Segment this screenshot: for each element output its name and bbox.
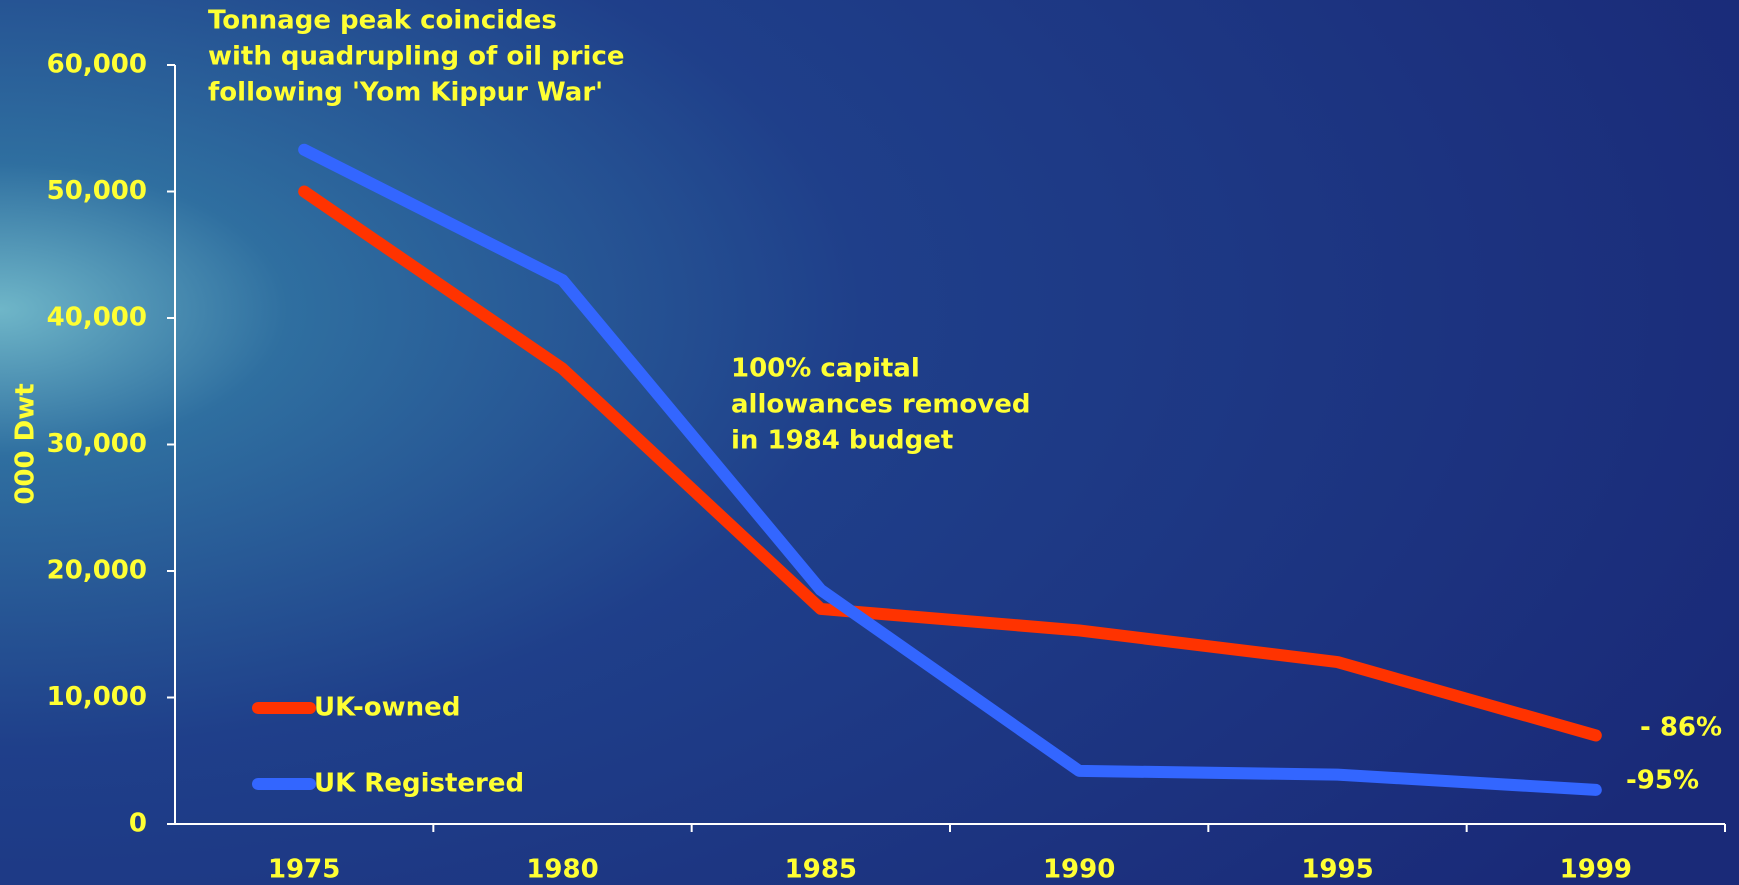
x-tick-label: 1985 <box>785 855 857 885</box>
series-line <box>298 185 1602 742</box>
legend-label: UK Registered <box>314 769 524 799</box>
y-tick-label: 10,000 <box>47 682 147 712</box>
annotation: Tonnage peak coincides <box>208 6 557 36</box>
y-axis-label: 000 Dwt <box>11 383 41 504</box>
annotation: 100% capital <box>731 354 920 384</box>
y-tick-label: 30,000 <box>47 429 147 459</box>
y-tick-label: 40,000 <box>47 303 147 333</box>
x-tick-label: 1980 <box>526 855 598 885</box>
legend-label: UK-owned <box>314 693 460 723</box>
y-tick-label: 60,000 <box>47 50 147 80</box>
x-tick-label: 1975 <box>268 855 340 885</box>
end-label: -95% <box>1626 766 1699 796</box>
y-tick-label: 20,000 <box>47 556 147 586</box>
series-line <box>298 143 1602 796</box>
end-label: - 86% <box>1640 713 1722 743</box>
x-tick-label: 1999 <box>1560 855 1632 885</box>
y-tick-label: 50,000 <box>47 176 147 206</box>
y-tick-label: 0 <box>129 809 147 839</box>
x-tick-label: 1995 <box>1301 855 1373 885</box>
x-tick-label: 1990 <box>1043 855 1115 885</box>
annotation: in 1984 budget <box>731 426 953 456</box>
annotation: following 'Yom Kippur War' <box>208 78 603 108</box>
annotation: allowances removed <box>731 390 1030 420</box>
annotation: with quadrupling of oil price <box>208 42 625 72</box>
